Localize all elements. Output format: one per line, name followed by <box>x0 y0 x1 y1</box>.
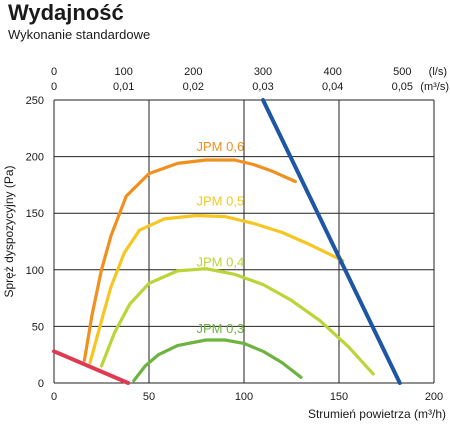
top-axis-unit-ls: (l/s) <box>429 66 447 78</box>
series-label: JPM 0,5 <box>197 193 245 208</box>
top-tick-label-m3s: 0,02 <box>183 81 204 93</box>
y-tick-label: 100 <box>26 265 44 277</box>
series-line <box>88 213 345 365</box>
x-tick-label: 100 <box>235 391 253 403</box>
top-tick-label-m3s: 0,05 <box>392 81 413 93</box>
y-tick-label: 150 <box>26 208 44 220</box>
y-tick-label: 200 <box>26 152 44 164</box>
y-tick-label: 0 <box>38 378 44 390</box>
top-tick-label-ls: 100 <box>114 66 132 78</box>
page-subtitle: Wykonanie standardowe <box>8 27 151 42</box>
top-tick-label-m3s: 0,01 <box>113 81 134 93</box>
series-line <box>132 338 303 383</box>
x-tick-label: 200 <box>425 391 443 403</box>
y-axis-title: Spręż dyspozycyjny (Pa) <box>2 165 16 297</box>
top-axis-unit-m3s: (m³/s) <box>420 81 449 93</box>
x-tick-label: 50 <box>143 391 155 403</box>
top-tick-label-ls: 500 <box>393 66 411 78</box>
limit-line <box>261 98 402 385</box>
top-tick-label-m3s: 0,04 <box>322 81 343 93</box>
limit-line <box>52 349 131 385</box>
top-tick-label-ls: 0 <box>51 66 57 78</box>
series-line <box>99 267 375 376</box>
x-tick-label: 0 <box>51 391 57 403</box>
y-tick-label: 250 <box>26 95 44 107</box>
top-tick-label-m3s: 0 <box>51 81 57 93</box>
x-tick-label: 150 <box>330 391 348 403</box>
x-axis-title: Strumień powietrza (m³/h) <box>308 407 446 421</box>
series-label: JPM 0,4 <box>197 254 245 269</box>
top-tick-label-m3s: 0,03 <box>252 81 273 93</box>
top-tick-label-ls: 200 <box>184 66 202 78</box>
series-label: JPM 0,3 <box>197 321 245 336</box>
y-tick-label: 50 <box>32 321 44 333</box>
series-line <box>82 158 297 362</box>
series-label: JPM 0,6 <box>197 139 245 154</box>
top-tick-label-ls: 300 <box>254 66 272 78</box>
page-title: Wydajność <box>8 0 124 25</box>
top-tick-label-ls: 400 <box>323 66 341 78</box>
